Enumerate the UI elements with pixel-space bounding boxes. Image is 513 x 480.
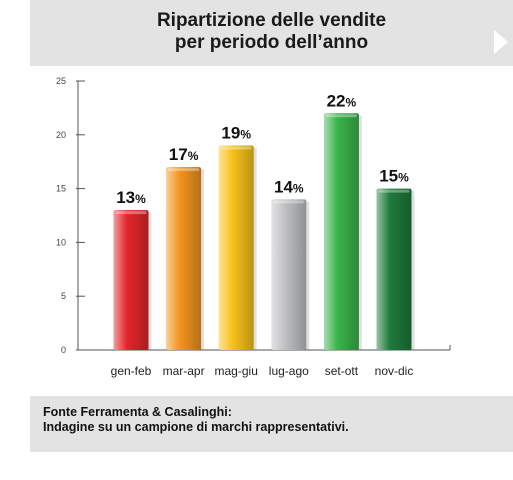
bar-value-label: 14% <box>274 177 304 196</box>
bar-value-suffix: % <box>346 95 357 109</box>
bar-value-label: 13% <box>116 188 146 207</box>
bar-value-label: 22% <box>327 91 357 110</box>
bar <box>376 188 412 350</box>
bar-cap-highlight <box>115 211 147 215</box>
bar-cap-highlight <box>220 146 252 150</box>
bar-value-number: 19 <box>221 124 240 143</box>
x-category-label: gen-feb <box>111 364 152 378</box>
bar-value-suffix: % <box>240 128 251 142</box>
x-category-label: mar-apr <box>163 364 205 378</box>
bar-value-suffix: % <box>293 181 304 195</box>
bar-chart: 0 5 10 15 20 25 13% gen-feb 17% mar-apr 19% mag-giu… <box>56 76 451 378</box>
chart-title-line1: Ripartizione delle vendite <box>156 10 387 31</box>
y-tick-label: 10 <box>56 237 66 247</box>
bar-cap-highlight <box>378 189 410 193</box>
y-tick-label: 25 <box>56 76 66 86</box>
y-tick-label: 0 <box>61 345 66 355</box>
bar <box>271 199 307 350</box>
bar <box>323 113 359 350</box>
y-tick-label: 20 <box>56 130 66 140</box>
bar-value-label: 17% <box>169 145 199 164</box>
panel-notch <box>494 30 508 54</box>
chart-title: Ripartizione delle vendite per periodo d… <box>30 10 513 54</box>
y-tick-label: 15 <box>56 184 66 194</box>
bar-cap-highlight <box>273 200 305 204</box>
bar-value-label: 19% <box>221 124 251 143</box>
bar-value-number: 22 <box>327 91 346 110</box>
x-category-label: lug-ago <box>269 364 309 378</box>
bar-value-number: 14 <box>274 177 293 196</box>
bar-value-suffix: % <box>398 171 409 185</box>
x-category-label: set-ott <box>325 364 359 378</box>
plot-area: 0 5 10 15 20 25 13% gen-feb 17% mar-apr 19% mag-giu… <box>30 66 513 396</box>
bar-cap-highlight <box>325 114 357 118</box>
chart-title-line2: per periodo dell’anno <box>174 32 369 53</box>
bar-value-suffix: % <box>135 192 146 206</box>
bar <box>113 210 149 350</box>
y-tick-label: 5 <box>61 291 66 301</box>
bar-value-number: 13 <box>116 188 135 207</box>
bar <box>218 145 254 350</box>
source-line2: Indagine su un campione di marchi rappre… <box>43 420 349 434</box>
bar-value-number: 17 <box>169 145 188 164</box>
source-line1: Fonte Ferramenta & Casalinghi: <box>43 405 232 419</box>
bar-value-label: 15% <box>379 167 409 186</box>
bar-value-suffix: % <box>188 149 199 163</box>
bar-value-number: 15 <box>379 167 398 186</box>
source-note: Fonte Ferramenta & Casalinghi: Indagine … <box>43 405 503 435</box>
x-category-label: mag-giu <box>215 364 258 378</box>
x-category-label: nov-dic <box>375 364 414 378</box>
bar <box>166 167 202 350</box>
bar-cap-highlight <box>168 168 200 172</box>
